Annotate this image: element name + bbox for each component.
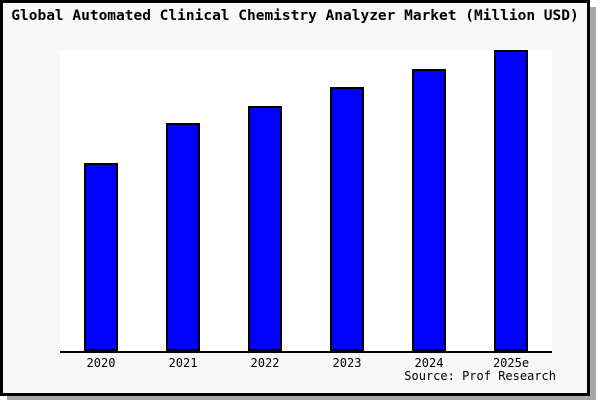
- bar-2023: [330, 87, 364, 351]
- x-tick-label-2023: 2023: [332, 356, 362, 370]
- bar-2020: [84, 163, 118, 351]
- chart-window: Global Automated Clinical Chemistry Anal…: [0, 0, 590, 396]
- bar-2025e: [494, 50, 528, 351]
- source-credit: Source: Prof Research: [404, 369, 556, 383]
- x-tick-label-2024: 2024: [414, 356, 444, 370]
- bar-2022: [248, 106, 282, 351]
- chart-title: Global Automated Clinical Chemistry Anal…: [11, 8, 579, 24]
- x-tick-label-2020: 2020: [86, 356, 116, 370]
- bar-2024: [412, 69, 446, 351]
- x-tick-label-2025e: 2025e: [492, 356, 530, 370]
- bar-2021: [166, 123, 200, 351]
- x-tick-label-2021: 2021: [168, 356, 198, 370]
- x-tick-label-2022: 2022: [250, 356, 280, 370]
- plot-area: [60, 50, 552, 353]
